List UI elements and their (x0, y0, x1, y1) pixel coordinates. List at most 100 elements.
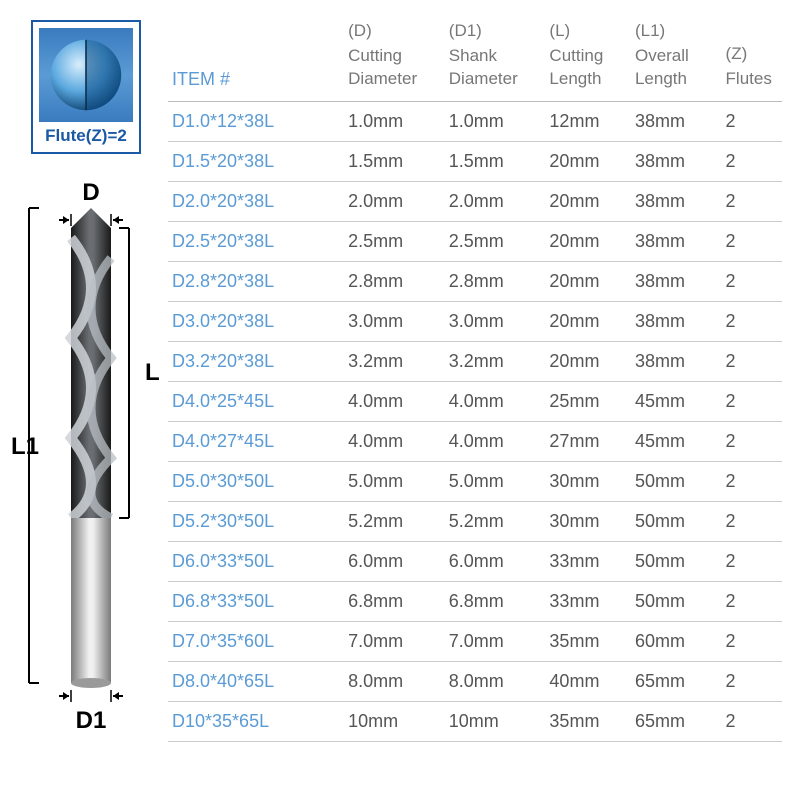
cell-l: 30mm (545, 461, 631, 501)
table-row: D3.2*20*38L3.2mm3.2mm20mm38mm2 (168, 341, 782, 381)
cell-z: 2 (722, 181, 782, 221)
cell-l: 20mm (545, 141, 631, 181)
cell-l1: 50mm (631, 501, 722, 541)
cell-z: 2 (722, 541, 782, 581)
cell-l: 33mm (545, 541, 631, 581)
cell-z: 2 (722, 381, 782, 421)
cell-z: 2 (722, 421, 782, 461)
header-d: (D) Cutting Diameter (344, 20, 445, 101)
svg-text:D1: D1 (76, 707, 107, 734)
table-row: D2.0*20*38L2.0mm2.0mm20mm38mm2 (168, 181, 782, 221)
table-row: D1.0*12*38L1.0mm1.0mm12mm38mm2 (168, 101, 782, 141)
svg-text:L1: L1 (11, 433, 39, 460)
cell-z: 2 (722, 341, 782, 381)
cell-d: 2.0mm (344, 181, 445, 221)
cell-d: 5.2mm (344, 501, 445, 541)
cell-l: 20mm (545, 221, 631, 261)
cell-l: 35mm (545, 621, 631, 661)
table-row: D8.0*40*65L8.0mm8.0mm40mm65mm2 (168, 661, 782, 701)
cell-d1: 6.0mm (445, 541, 546, 581)
cell-item: D7.0*35*60L (168, 621, 344, 661)
cell-d: 3.0mm (344, 301, 445, 341)
cell-z: 2 (722, 581, 782, 621)
cell-d1: 2.8mm (445, 261, 546, 301)
cell-item: D8.0*40*65L (168, 661, 344, 701)
spec-table: ITEM # (D) Cutting Diameter (D1) Shank D… (168, 20, 782, 742)
cell-d1: 10mm (445, 701, 546, 741)
cell-d1: 2.0mm (445, 181, 546, 221)
cell-d: 3.2mm (344, 341, 445, 381)
cell-d1: 5.0mm (445, 461, 546, 501)
table-row: D7.0*35*60L7.0mm7.0mm35mm60mm2 (168, 621, 782, 661)
cell-l1: 38mm (631, 341, 722, 381)
cell-l: 20mm (545, 181, 631, 221)
cell-d1: 6.8mm (445, 581, 546, 621)
cell-d: 1.0mm (344, 101, 445, 141)
cell-l1: 38mm (631, 301, 722, 341)
cell-z: 2 (722, 301, 782, 341)
table-row: D4.0*25*45L4.0mm4.0mm25mm45mm2 (168, 381, 782, 421)
cell-l: 20mm (545, 261, 631, 301)
cell-d: 8.0mm (344, 661, 445, 701)
cell-z: 2 (722, 141, 782, 181)
cell-z: 2 (722, 461, 782, 501)
cell-d: 4.0mm (344, 381, 445, 421)
cell-z: 2 (722, 261, 782, 301)
cell-l1: 65mm (631, 701, 722, 741)
table-row: D2.8*20*38L2.8mm2.8mm20mm38mm2 (168, 261, 782, 301)
cell-item: D1.5*20*38L (168, 141, 344, 181)
flute-icon (39, 28, 133, 122)
flute-label: Flute(Z)=2 (45, 126, 127, 146)
table-row: D6.8*33*50L6.8mm6.8mm33mm50mm2 (168, 581, 782, 621)
cell-item: D4.0*27*45L (168, 421, 344, 461)
header-l1: (L1) Overall Length (631, 20, 722, 101)
cell-item: D4.0*25*45L (168, 381, 344, 421)
header-z: (Z) Flutes (722, 20, 782, 101)
cell-item: D2.0*20*38L (168, 181, 344, 221)
cell-l1: 45mm (631, 381, 722, 421)
cell-l: 27mm (545, 421, 631, 461)
cell-d: 6.0mm (344, 541, 445, 581)
cell-z: 2 (722, 701, 782, 741)
cell-d: 6.8mm (344, 581, 445, 621)
cell-d: 7.0mm (344, 621, 445, 661)
header-d1: (D1) Shank Diameter (445, 20, 546, 101)
table-row: D4.0*27*45L4.0mm4.0mm27mm45mm2 (168, 421, 782, 461)
cell-l1: 50mm (631, 461, 722, 501)
cell-d1: 7.0mm (445, 621, 546, 661)
cell-item: D3.0*20*38L (168, 301, 344, 341)
svg-text:L: L (145, 359, 160, 386)
cell-l: 12mm (545, 101, 631, 141)
cell-l1: 45mm (631, 421, 722, 461)
table-row: D5.2*30*50L5.2mm5.2mm30mm50mm2 (168, 501, 782, 541)
cell-d1: 3.2mm (445, 341, 546, 381)
cell-d: 4.0mm (344, 421, 445, 461)
cell-item: D2.5*20*38L (168, 221, 344, 261)
cell-l1: 50mm (631, 581, 722, 621)
table-row: D10*35*65L10mm10mm35mm65mm2 (168, 701, 782, 741)
cell-item: D6.8*33*50L (168, 581, 344, 621)
cell-d: 5.0mm (344, 461, 445, 501)
cell-l1: 38mm (631, 261, 722, 301)
table-header-row: ITEM # (D) Cutting Diameter (D1) Shank D… (168, 20, 782, 101)
cell-item: D3.2*20*38L (168, 341, 344, 381)
header-l: (L) Cutting Length (545, 20, 631, 101)
cell-d1: 1.0mm (445, 101, 546, 141)
cell-d1: 4.0mm (445, 381, 546, 421)
cell-d: 2.5mm (344, 221, 445, 261)
cell-item: D5.2*30*50L (168, 501, 344, 541)
cell-item: D2.8*20*38L (168, 261, 344, 301)
table-row: D5.0*30*50L5.0mm5.0mm30mm50mm2 (168, 461, 782, 501)
cell-l: 20mm (545, 301, 631, 341)
cell-l1: 50mm (631, 541, 722, 581)
cell-l: 33mm (545, 581, 631, 621)
cell-item: D1.0*12*38L (168, 101, 344, 141)
cell-l1: 38mm (631, 221, 722, 261)
cell-l1: 38mm (631, 141, 722, 181)
cell-l1: 38mm (631, 181, 722, 221)
cell-l: 25mm (545, 381, 631, 421)
cell-l1: 38mm (631, 101, 722, 141)
table-row: D6.0*33*50L6.0mm6.0mm33mm50mm2 (168, 541, 782, 581)
table-row: D2.5*20*38L2.5mm2.5mm20mm38mm2 (168, 221, 782, 261)
cell-d1: 2.5mm (445, 221, 546, 261)
